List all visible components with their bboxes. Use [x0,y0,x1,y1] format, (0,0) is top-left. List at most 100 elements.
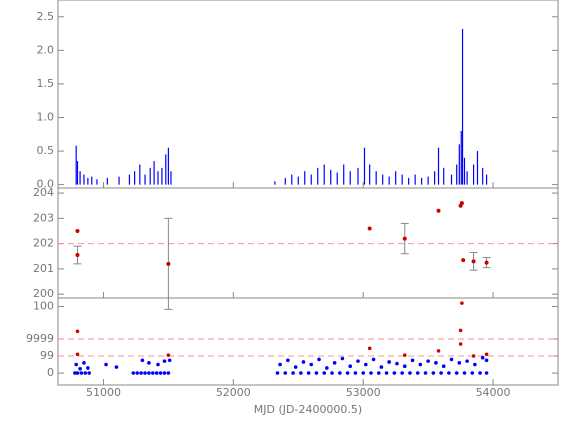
point [82,361,86,365]
point [402,236,407,241]
point [410,358,415,363]
point [439,371,443,375]
point [484,260,489,265]
point [471,354,476,358]
point [402,364,407,369]
x-tick-label: 53000 [346,386,381,399]
point [460,301,464,305]
point [278,362,282,367]
point [473,362,477,367]
point [74,362,78,367]
point [131,371,136,375]
point [75,228,80,233]
point [465,359,469,363]
point [143,371,147,375]
point [418,362,423,367]
point [309,362,314,367]
point [306,371,311,375]
point [325,366,329,370]
point [402,353,407,357]
point [135,371,140,375]
point [369,371,373,375]
point [162,371,167,375]
point [340,356,345,361]
y-tick-label: 1.0 [37,111,55,124]
y-tick-label: 201 [33,262,54,275]
point [400,371,404,375]
point [363,362,368,367]
point [484,352,489,357]
point [415,371,420,375]
y-tick-label: 203 [33,211,54,224]
point [426,359,430,363]
point [86,366,90,370]
y-tick-label: 2.5 [37,10,55,23]
x-tick-label: 51000 [86,386,121,399]
point [151,371,155,375]
point [379,365,384,369]
point [431,371,436,375]
point [459,201,464,206]
point [275,371,280,375]
y-tick-label: 202 [33,237,54,250]
point [75,329,80,334]
point [457,361,462,365]
y-tick-label: 99 [40,349,54,362]
point [139,371,143,375]
y-tick-label: 2.0 [37,43,55,56]
point [332,361,337,365]
point [436,208,441,213]
point [461,258,466,263]
point [140,358,145,363]
point [166,261,171,266]
point [423,371,428,375]
point [154,371,159,375]
point [462,371,467,375]
point [158,371,163,375]
point [291,371,295,375]
point [395,361,399,366]
point [480,355,485,360]
point [449,357,454,362]
point [441,364,446,369]
point [286,358,290,363]
point [458,328,463,333]
point [478,371,482,375]
point [484,358,489,363]
point [73,371,77,375]
point [330,371,334,375]
point [293,365,298,369]
x-axis-label: MJD (JD-2400000.5) [254,403,362,416]
point [471,259,476,264]
point [434,361,438,365]
point [387,360,391,364]
point [371,357,376,362]
plot-frame [57,0,559,189]
point [376,371,381,375]
y-tick-label: 0.5 [37,144,55,157]
point [75,352,80,357]
point [436,349,441,353]
point [392,371,397,375]
point [167,358,172,363]
point [87,371,91,375]
point [78,366,82,371]
point [75,371,80,375]
point [104,362,108,367]
point [458,342,463,346]
y-tick-label: 204 [33,186,54,199]
point [353,371,358,375]
point [83,371,88,375]
point [317,357,321,362]
point [322,371,327,375]
point [408,371,412,375]
point [147,361,151,365]
point [470,371,475,375]
x-tick-label: 54000 [476,386,511,399]
point [367,226,372,231]
point [348,364,353,369]
plot-frame [57,297,559,386]
y-tick-label: 200 [33,287,54,300]
y-tick-label: 0.0 [37,178,55,191]
